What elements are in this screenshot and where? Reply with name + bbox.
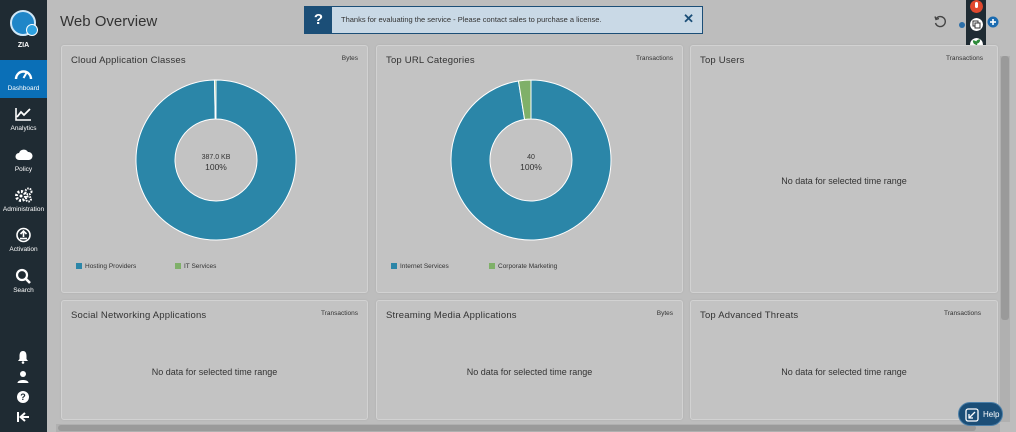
top-url-donut-chart[interactable]: 40 100%	[449, 78, 613, 242]
donut-center-value: 40	[527, 154, 535, 161]
card-title: Cloud Application Classes	[71, 55, 186, 66]
sidebar: ZIA Dashboard Analytics Policy Administr…	[0, 0, 47, 432]
card-cloud-application-classes: Cloud Application Classes Bytes 387.0 KB…	[61, 45, 368, 293]
globe-logo-icon	[10, 10, 36, 36]
help-expand-icon	[965, 408, 979, 422]
zia-logo[interactable]: ZIA	[0, 0, 47, 56]
donut-center-value: 387.0 KB	[202, 154, 231, 161]
donut-center-percent: 100%	[205, 162, 227, 172]
sidebar-item-dashboard[interactable]: Dashboard	[0, 60, 47, 98]
cloud-apps-donut-chart[interactable]: 387.0 KB 100%	[134, 78, 298, 242]
horizontal-scrollbar[interactable]	[56, 424, 1000, 432]
no-data-message: No data for selected time range	[781, 176, 907, 186]
help-button[interactable]: Help	[958, 402, 1003, 426]
page-title: Web Overview	[60, 13, 158, 30]
card-streaming-media-applications: Streaming Media Applications Bytes No da…	[376, 300, 683, 420]
question-icon: ?	[305, 7, 332, 33]
sidebar-item-analytics[interactable]: Analytics	[0, 100, 47, 138]
microphone-icon[interactable]	[970, 0, 983, 13]
card-unit: Bytes	[341, 55, 358, 62]
card-top-url-categories: Top URL Categories Transactions 40 100% …	[376, 45, 683, 293]
sidebar-item-label: Dashboard	[7, 85, 40, 92]
user-icon[interactable]	[15, 369, 31, 385]
card-title: Top URL Categories	[386, 55, 475, 66]
cloud-icon	[15, 149, 33, 160]
card-unit: Bytes	[656, 310, 673, 317]
card-title: Top Users	[700, 55, 745, 66]
gears-icon	[15, 187, 33, 203]
no-data-message: No data for selected time range	[781, 367, 907, 377]
legend-label: Corporate Marketing	[498, 263, 558, 270]
card-top-users: Top Users Transactions No data for selec…	[690, 45, 998, 293]
card-top-advanced-threats: Top Advanced Threats Transactions No dat…	[690, 300, 998, 420]
card-unit: Transactions	[636, 55, 673, 62]
banner-close-button[interactable]: ✕	[683, 11, 694, 26]
svg-text:?: ?	[20, 392, 26, 402]
vertical-scroll-thumb[interactable]	[1001, 56, 1009, 320]
dashboard-gauge-icon	[14, 70, 33, 80]
legend-item[interactable]: IT Services	[175, 263, 216, 270]
horizontal-scroll-thumb[interactable]	[58, 425, 976, 431]
banner-message: Thanks for evaluating the service - Plea…	[341, 15, 602, 24]
legend-swatch	[391, 263, 397, 269]
donut-slice-internet-services[interactable]	[450, 79, 612, 241]
copy-icon[interactable]	[970, 18, 983, 31]
search-icon	[15, 268, 31, 284]
add-widget-icon[interactable]	[987, 16, 999, 28]
sidebar-item-policy[interactable]: Policy	[0, 141, 47, 179]
sidebar-item-administration[interactable]: Administration	[0, 181, 47, 219]
sidebar-item-label: Administration	[2, 206, 45, 213]
check-badge-icon	[26, 24, 38, 36]
donut-center-percent: 100%	[520, 162, 542, 172]
help-label: Help	[983, 410, 1000, 419]
logo-label: ZIA	[17, 42, 30, 49]
sidebar-item-label: Activation	[9, 246, 38, 253]
legend-swatch	[489, 263, 495, 269]
donut-slice-corporate-marketing[interactable]	[517, 79, 532, 121]
donut-slice-it-services[interactable]	[213, 79, 217, 120]
refresh-icon[interactable]	[933, 15, 947, 29]
legend-label: Internet Services	[400, 263, 449, 270]
activation-upload-icon	[16, 227, 31, 243]
sidebar-item-label: Search	[13, 287, 34, 294]
sidebar-item-search[interactable]: Search	[0, 262, 47, 300]
donut-slice-hosting-providers[interactable]	[135, 79, 297, 241]
legend-item[interactable]: Hosting Providers	[76, 263, 136, 270]
legend-item[interactable]: Internet Services	[391, 263, 449, 270]
legend-swatch	[76, 263, 82, 269]
legend-swatch	[175, 263, 181, 269]
sidebar-item-label: Analytics	[10, 125, 37, 132]
no-data-message: No data for selected time range	[466, 367, 593, 377]
card-title: Streaming Media Applications	[386, 310, 517, 321]
card-unit: Transactions	[946, 55, 983, 62]
sidebar-item-label: Policy	[14, 166, 33, 173]
card-title: Social Networking Applications	[71, 310, 207, 321]
bell-icon[interactable]	[15, 349, 31, 365]
legend-item[interactable]: Corporate Marketing	[489, 263, 557, 270]
analytics-chart-icon	[15, 108, 31, 121]
no-data-message: No data for selected time range	[151, 367, 278, 377]
help-circle-icon[interactable]: ?	[15, 389, 31, 405]
card-title: Top Advanced Threats	[700, 310, 799, 321]
sidebar-item-activation[interactable]: Activation	[0, 221, 47, 259]
legend-label: Hosting Providers	[85, 263, 137, 270]
settings-partial-icon[interactable]	[958, 20, 966, 30]
legend-label: IT Services	[184, 263, 217, 270]
vertical-scrollbar[interactable]	[1000, 56, 1010, 422]
evaluation-banner: ? Thanks for evaluating the service - Pl…	[304, 6, 703, 34]
card-social-networking-applications: Social Networking Applications Transacti…	[61, 300, 368, 420]
card-unit: Transactions	[321, 310, 358, 317]
card-unit: Transactions	[944, 310, 981, 317]
collapse-arrow-icon[interactable]	[15, 409, 31, 425]
